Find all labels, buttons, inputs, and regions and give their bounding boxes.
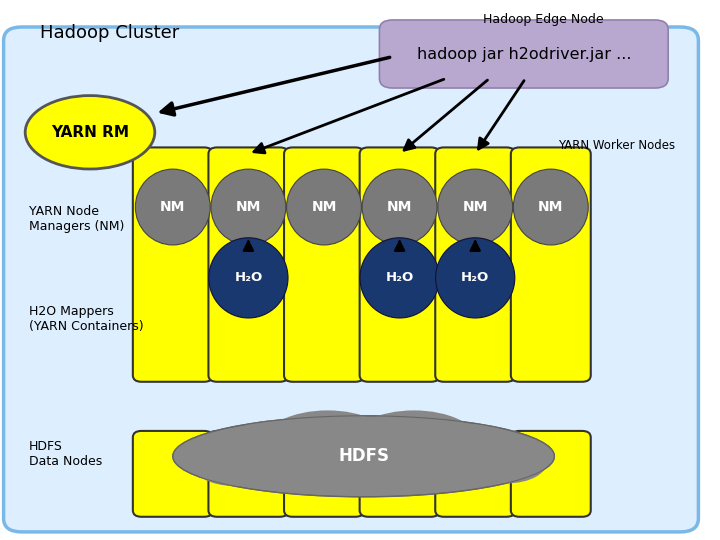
Text: NM: NM	[311, 200, 337, 214]
Ellipse shape	[362, 169, 437, 245]
Ellipse shape	[25, 96, 155, 169]
Text: HDFS: HDFS	[338, 447, 389, 465]
Text: YARN Worker Nodes: YARN Worker Nodes	[558, 139, 675, 152]
FancyBboxPatch shape	[4, 27, 698, 532]
Ellipse shape	[436, 238, 515, 318]
Text: NM: NM	[462, 200, 488, 214]
Ellipse shape	[191, 437, 277, 486]
Text: H₂O: H₂O	[385, 272, 414, 285]
FancyBboxPatch shape	[435, 147, 516, 382]
Ellipse shape	[220, 420, 335, 480]
Ellipse shape	[468, 440, 547, 483]
Text: H2O Mappers
(YARN Containers): H2O Mappers (YARN Containers)	[29, 305, 143, 333]
Text: H₂O: H₂O	[234, 272, 263, 285]
Text: Hadoop Edge Node: Hadoop Edge Node	[483, 14, 604, 26]
Text: HDFS
Data Nodes: HDFS Data Nodes	[29, 440, 102, 468]
FancyBboxPatch shape	[133, 147, 213, 382]
FancyBboxPatch shape	[284, 147, 364, 382]
FancyBboxPatch shape	[209, 431, 288, 517]
FancyBboxPatch shape	[360, 147, 440, 382]
Ellipse shape	[360, 238, 439, 318]
FancyBboxPatch shape	[511, 431, 590, 517]
Ellipse shape	[438, 169, 513, 245]
Ellipse shape	[287, 169, 361, 245]
Text: H₂O: H₂O	[461, 272, 490, 285]
Ellipse shape	[173, 416, 554, 497]
FancyBboxPatch shape	[360, 431, 440, 517]
Ellipse shape	[209, 238, 288, 318]
Text: YARN Node
Managers (NM): YARN Node Managers (NM)	[29, 205, 124, 233]
Text: NM: NM	[538, 200, 564, 214]
Ellipse shape	[513, 169, 588, 245]
Ellipse shape	[211, 169, 286, 245]
Text: YARN RM: YARN RM	[51, 125, 129, 140]
FancyBboxPatch shape	[511, 147, 590, 382]
Text: hadoop jar h2odriver.jar ...: hadoop jar h2odriver.jar ...	[417, 46, 631, 62]
FancyBboxPatch shape	[209, 147, 288, 382]
FancyBboxPatch shape	[379, 20, 668, 88]
FancyBboxPatch shape	[435, 431, 516, 517]
FancyBboxPatch shape	[133, 431, 213, 517]
Ellipse shape	[135, 169, 210, 245]
Text: NM: NM	[235, 200, 261, 214]
Text: NM: NM	[160, 200, 186, 214]
Text: Hadoop Cluster: Hadoop Cluster	[40, 24, 179, 42]
Text: NM: NM	[387, 200, 413, 214]
Ellipse shape	[263, 410, 392, 475]
FancyBboxPatch shape	[284, 431, 364, 517]
Ellipse shape	[349, 410, 479, 475]
Ellipse shape	[421, 424, 522, 478]
